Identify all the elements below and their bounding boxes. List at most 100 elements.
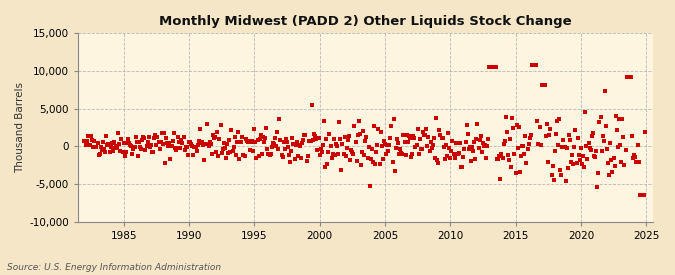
Point [130, 135, 141, 139]
Point [171, 146, 182, 150]
Point [384, 143, 395, 147]
Point [445, 156, 456, 160]
Point [283, 145, 294, 149]
Point [244, 148, 255, 153]
Point [598, 139, 609, 143]
Point [113, 131, 124, 135]
Point [296, 156, 306, 161]
Point [129, 145, 140, 149]
Point [302, 154, 313, 159]
Point [281, 139, 292, 144]
Point [640, 130, 651, 134]
Point [599, 89, 610, 94]
Point [560, 179, 571, 183]
Point [210, 135, 221, 140]
Point [202, 122, 213, 126]
Point [377, 156, 388, 161]
Point [294, 142, 304, 147]
Point [192, 143, 203, 148]
Point [359, 153, 370, 157]
Point [535, 143, 546, 147]
Point [227, 149, 238, 153]
Point [228, 145, 239, 149]
Point [86, 138, 97, 142]
Point [234, 156, 244, 161]
Point [578, 165, 589, 169]
Point [323, 149, 333, 154]
Point [424, 148, 435, 153]
Point [334, 120, 345, 124]
Point [120, 150, 131, 155]
Point [547, 164, 558, 168]
Point [187, 144, 198, 148]
Point [317, 143, 328, 148]
Point [240, 137, 251, 142]
Point [557, 145, 568, 150]
Point [272, 130, 283, 134]
Point [184, 140, 194, 144]
Point [614, 117, 624, 122]
Point [333, 152, 344, 156]
Point [589, 153, 599, 158]
Point [95, 152, 105, 156]
Point [207, 132, 218, 137]
Point [230, 153, 241, 157]
Point [294, 144, 305, 148]
Point [604, 173, 615, 177]
Point [566, 160, 576, 164]
Point [81, 138, 92, 143]
Point [400, 153, 411, 158]
Point [619, 163, 630, 167]
Point [299, 133, 310, 137]
Point [568, 162, 578, 167]
Point [303, 139, 314, 143]
Point [168, 131, 179, 135]
Point [429, 155, 440, 160]
Point [435, 133, 446, 138]
Point [532, 119, 543, 123]
Point [392, 137, 402, 141]
Point [423, 135, 434, 139]
Point [416, 147, 427, 151]
Point [581, 144, 592, 148]
Point [494, 153, 505, 158]
Point [175, 146, 186, 150]
Point [97, 148, 107, 152]
Point [370, 162, 381, 166]
Point [177, 141, 188, 145]
Point [484, 65, 495, 70]
Point [141, 144, 152, 148]
Point [95, 145, 106, 150]
Point [347, 150, 358, 154]
Point [388, 117, 399, 121]
Point [182, 153, 193, 158]
Point [325, 144, 336, 148]
Point [146, 143, 157, 148]
Point [434, 128, 445, 133]
Point [356, 162, 367, 167]
Point [585, 146, 595, 150]
Point [395, 147, 406, 151]
Point [506, 165, 516, 169]
Point [308, 138, 319, 142]
Point [248, 148, 259, 153]
Point [630, 155, 641, 160]
Point [285, 160, 296, 164]
Point [107, 149, 118, 153]
Point [263, 152, 274, 156]
Point [546, 173, 557, 178]
Point [265, 152, 276, 156]
Point [99, 147, 109, 152]
Point [117, 150, 128, 154]
Point [244, 139, 254, 143]
Point [569, 145, 580, 150]
Point [487, 65, 498, 70]
Point [310, 134, 321, 138]
Point [548, 178, 559, 182]
Point [118, 141, 129, 145]
Point [249, 127, 260, 131]
Point [346, 148, 356, 152]
Point [337, 142, 348, 146]
Point [486, 65, 497, 70]
Point [134, 140, 144, 144]
